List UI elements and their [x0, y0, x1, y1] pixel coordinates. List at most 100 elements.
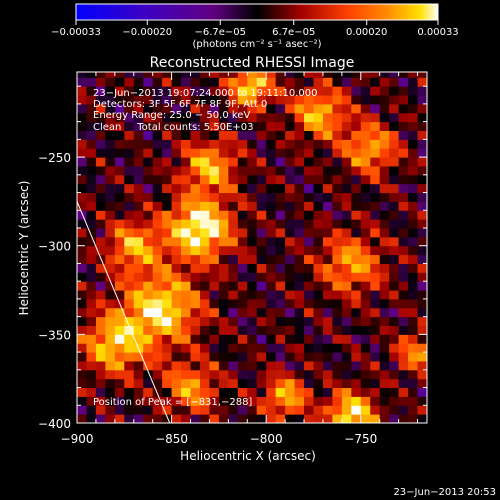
heatmap-cell	[332, 307, 343, 318]
heatmap-cell	[417, 245, 427, 256]
heatmap-cell	[275, 236, 286, 247]
heatmap-cell	[143, 281, 154, 291]
heatmap-cell	[389, 369, 400, 380]
heatmap-cell	[266, 352, 277, 362]
heatmap-cell	[171, 86, 182, 96]
heatmap-cell	[294, 201, 305, 211]
heatmap-cell	[417, 316, 427, 326]
heatmap-cell	[77, 414, 87, 423]
heatmap-cell	[152, 183, 163, 194]
heatmap-cell	[190, 343, 201, 353]
heatmap-cell	[266, 360, 277, 371]
heatmap-cell	[304, 95, 314, 105]
heatmap-cell	[313, 298, 324, 309]
heatmap-cell	[360, 316, 371, 326]
heatmap-cell	[114, 360, 125, 371]
heatmap-cell	[228, 121, 239, 131]
heatmap-cell	[237, 343, 248, 353]
heatmap-cell	[256, 219, 267, 229]
heatmap-cell	[322, 77, 333, 87]
heatmap-cell	[228, 316, 239, 326]
heatmap-cell	[152, 325, 163, 335]
heatmap-cell	[114, 343, 125, 353]
heatmap-cell	[124, 157, 135, 167]
heatmap-cell	[95, 334, 106, 344]
heatmap-cell	[360, 369, 371, 380]
heatmap-cell	[417, 192, 427, 202]
heatmap-cell	[86, 86, 97, 96]
heatmap-cell	[114, 290, 125, 300]
heatmap-cell	[417, 343, 427, 353]
heatmap-cell	[86, 112, 97, 123]
heatmap-cell	[124, 174, 135, 185]
heatmap-cell	[294, 219, 305, 229]
heatmap-cell	[275, 174, 286, 185]
heatmap-cell	[105, 290, 116, 300]
heatmap-cell	[304, 334, 314, 344]
heatmap-cell	[190, 405, 201, 415]
heatmap-cell	[332, 72, 343, 78]
heatmap-cell	[294, 405, 305, 415]
heatmap-cell	[133, 201, 144, 211]
heatmap-cell	[256, 130, 267, 140]
heatmap-cell	[86, 228, 97, 238]
heatmap-cell	[181, 396, 192, 406]
heatmap-cell	[209, 290, 220, 300]
heatmap-cell	[351, 298, 362, 309]
heatmap-cell	[77, 95, 87, 105]
heatmap-cell	[389, 307, 400, 318]
heatmap-cell	[247, 325, 258, 335]
heatmap-cell	[275, 369, 286, 380]
heatmap-cell	[218, 290, 229, 300]
heatmap-cell	[209, 378, 220, 389]
heatmap-cell	[351, 290, 362, 300]
heatmap-cell	[408, 263, 419, 273]
heatmap-cell	[152, 210, 163, 220]
heatmap-cell	[322, 121, 333, 131]
heatmap-cell	[417, 272, 427, 282]
heatmap-cell	[162, 201, 173, 211]
heatmap-cell	[247, 307, 258, 318]
heatmap-cell	[370, 245, 381, 256]
heatmap-cell	[237, 103, 248, 114]
heatmap-cell	[190, 95, 201, 105]
heatmap-cell	[86, 272, 97, 282]
heatmap-cell	[389, 174, 400, 185]
heatmap-cell	[171, 236, 182, 247]
heatmap-cell	[218, 316, 229, 326]
heatmap-cell	[322, 86, 333, 96]
colorbar-tick-label: −0.00020	[122, 27, 172, 38]
heatmap-cell	[199, 77, 210, 87]
heatmap-cell	[228, 396, 239, 406]
heatmap-cell	[341, 77, 352, 87]
heatmap-cell	[389, 281, 400, 291]
heatmap-cell	[114, 121, 125, 131]
heatmap-cell	[304, 360, 314, 371]
heatmap-cell	[285, 219, 296, 229]
heatmap-cell	[199, 378, 210, 389]
heatmap-cell	[275, 157, 286, 167]
heatmap-cell	[199, 254, 210, 264]
heatmap-cell	[86, 307, 97, 318]
heatmap-cell	[95, 157, 106, 167]
heatmap-cell	[256, 228, 267, 238]
heatmap-cell	[266, 183, 277, 194]
heatmap-cell	[228, 157, 239, 167]
heatmap-cell	[181, 174, 192, 185]
heatmap-cell	[77, 148, 87, 158]
heatmap-cell	[86, 298, 97, 309]
heatmap-cell	[171, 396, 182, 406]
heatmap-cell	[152, 254, 163, 264]
heatmap-cell	[190, 254, 201, 264]
heatmap-cell	[209, 352, 220, 362]
heatmap-cell	[95, 290, 106, 300]
heatmap-cell	[209, 183, 220, 194]
heatmap-cell	[237, 298, 248, 309]
heatmap-cell	[247, 174, 258, 185]
heatmap-cell	[417, 254, 427, 264]
heatmap-cell	[313, 183, 324, 194]
heatmap-cell	[341, 157, 352, 167]
heatmap-cell	[162, 316, 173, 326]
heatmap-cell	[152, 112, 163, 123]
heatmap-cell	[294, 290, 305, 300]
